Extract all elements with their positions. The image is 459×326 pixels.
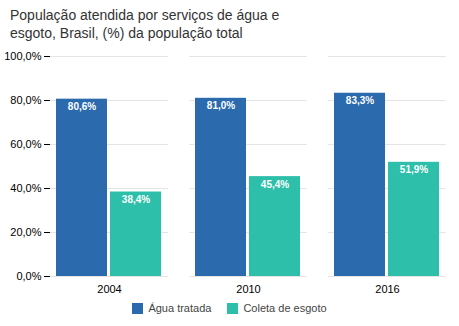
svg-text:2010: 2010 [236,284,260,296]
svg-text:100,0%: 100,0% [4,50,42,62]
svg-text:38,4%: 38,4% [122,194,150,205]
svg-text:80,6%: 80,6% [68,102,96,113]
html-text:População atendida por serviço: População atendida por serviços de água … [10,7,280,42]
svg-text:0,0%: 0,0% [16,270,41,282]
svg-text:20,0%: 20,0% [10,226,41,238]
html-text:Coleta de esgoto: Coleta de esgoto [243,302,327,315]
svg-text:60,0%: 60,0% [10,138,41,150]
svg-text:45,4%: 45,4% [261,179,289,190]
svg-text:2016: 2016 [375,284,399,296]
svg-text:81,0%: 81,0% [207,101,235,112]
svg-text:40,0%: 40,0% [10,182,41,194]
svg-text:51,9%: 51,9% [400,165,428,176]
html-text:Água tratada: Água tratada [148,302,212,315]
svg-text:83,3%: 83,3% [346,96,374,107]
svg-text:2004: 2004 [97,284,121,296]
svg-text:80,0%: 80,0% [10,94,41,106]
